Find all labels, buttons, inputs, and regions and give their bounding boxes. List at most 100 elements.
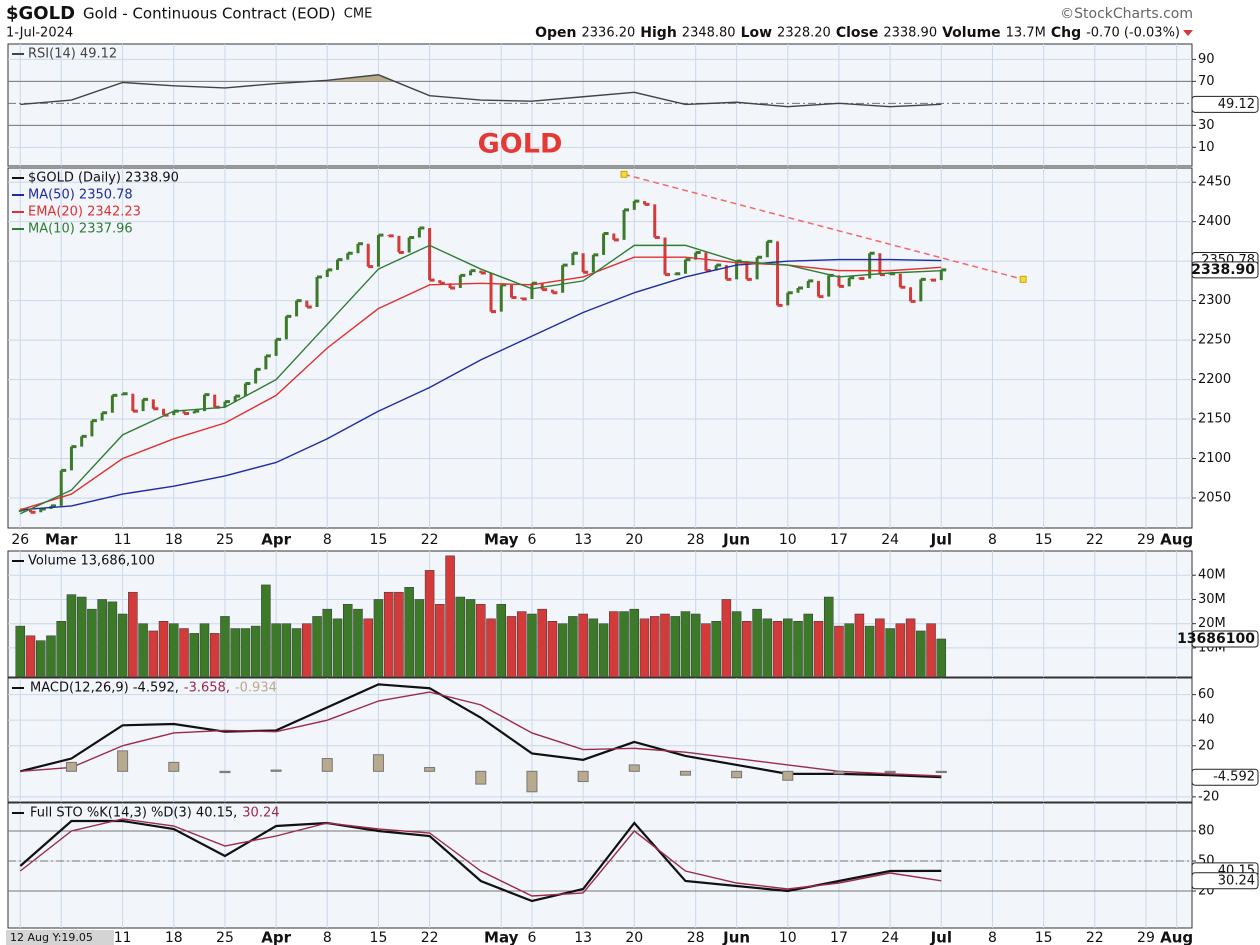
volume-bar bbox=[916, 630, 926, 677]
x-tick-label: 15 bbox=[1035, 532, 1053, 548]
price-bar bbox=[898, 273, 906, 289]
volume-bar bbox=[220, 616, 230, 677]
value-tag-label: 30.24 bbox=[1218, 873, 1255, 888]
volume-bar bbox=[527, 613, 537, 677]
volume-bar bbox=[404, 587, 414, 677]
price-bar bbox=[847, 276, 855, 287]
x-tick-label: Jun bbox=[722, 929, 750, 945]
volume-bar bbox=[711, 621, 721, 677]
volume-bar bbox=[885, 628, 895, 677]
volume-bar bbox=[240, 628, 251, 677]
price-bar bbox=[550, 289, 558, 295]
series-line bbox=[20, 258, 942, 511]
volume-bar bbox=[496, 604, 506, 677]
price-bar bbox=[110, 393, 118, 413]
price-bar bbox=[39, 507, 46, 513]
histogram-bar bbox=[679, 770, 691, 776]
x-tick-label: 28 bbox=[687, 532, 705, 548]
volume-bar bbox=[803, 613, 813, 677]
quote-label: Volume bbox=[942, 25, 1001, 41]
volume-bar bbox=[588, 618, 599, 677]
price-bar bbox=[581, 253, 589, 274]
quote-value: 2328.20 bbox=[777, 26, 831, 41]
histogram-bar bbox=[168, 761, 180, 772]
volume-bar bbox=[35, 640, 46, 677]
quote-value: 2338.90 bbox=[883, 26, 937, 41]
volume-bar bbox=[373, 599, 384, 677]
x-tick-label: 25 bbox=[216, 930, 234, 945]
volume-bar bbox=[721, 599, 732, 677]
x-tick-label: 15 bbox=[370, 532, 388, 548]
plot-area bbox=[18, 170, 1027, 515]
volume-bar bbox=[312, 616, 322, 677]
price-bar bbox=[683, 258, 691, 274]
volume-bar bbox=[66, 594, 77, 677]
volume-bar bbox=[230, 628, 240, 677]
plot-area bbox=[20, 74, 942, 108]
y-tick-label: 60 bbox=[1198, 687, 1215, 702]
price-bar bbox=[653, 204, 660, 239]
quote-label: High bbox=[640, 25, 677, 41]
price-bar bbox=[520, 297, 527, 301]
volume-bar bbox=[926, 623, 936, 677]
value-tag bbox=[1191, 261, 1259, 279]
price-bar bbox=[939, 268, 947, 281]
price-bar bbox=[428, 228, 435, 282]
price-bar bbox=[336, 258, 343, 270]
volume-bar bbox=[97, 599, 107, 677]
x-tick-label: Apr bbox=[261, 929, 291, 945]
x-tick-label: 17 bbox=[830, 532, 848, 548]
panel-background bbox=[7, 43, 1193, 167]
volume-bar bbox=[772, 621, 783, 677]
price-bar bbox=[438, 280, 445, 285]
volume-bar bbox=[291, 628, 302, 677]
volume-bar bbox=[875, 618, 885, 677]
cursor-readout: 12 Aug Y:19.05 bbox=[10, 931, 93, 944]
x-tick-label: 20 bbox=[625, 532, 643, 548]
series-line bbox=[19, 244, 942, 515]
histogram-bar bbox=[628, 764, 640, 772]
volume-bar bbox=[864, 625, 875, 677]
volume-bar bbox=[547, 621, 558, 677]
volume-bar bbox=[598, 623, 609, 677]
price-bar bbox=[591, 253, 599, 273]
price-bar bbox=[90, 419, 97, 437]
price-bar bbox=[366, 243, 374, 269]
volume-bar bbox=[895, 623, 906, 677]
volume-bar bbox=[762, 618, 773, 677]
volume-bar bbox=[383, 591, 394, 677]
volume-bar bbox=[158, 621, 169, 677]
volume-bar bbox=[435, 604, 445, 677]
histogram-bar bbox=[526, 770, 538, 793]
y-tick-label: -20 bbox=[1198, 789, 1219, 804]
date: 1-Jul-2024 bbox=[6, 26, 73, 41]
histogram-bar bbox=[782, 770, 794, 781]
value-tag bbox=[1191, 630, 1259, 648]
x-tick-label: 15 bbox=[1035, 930, 1053, 945]
x-tick-label: 22 bbox=[421, 532, 439, 548]
volume-bar bbox=[557, 623, 568, 677]
price-bar bbox=[509, 284, 517, 299]
volume-bar bbox=[506, 616, 517, 677]
legend-label: Full STO %K(14,3) %D(3) 40.15, bbox=[30, 806, 237, 821]
panel-background bbox=[7, 677, 1193, 803]
volume-bar bbox=[25, 635, 36, 677]
price-bar bbox=[325, 268, 333, 277]
volume-bar bbox=[322, 608, 333, 677]
volume-bar bbox=[76, 596, 87, 677]
x-tick-label: 28 bbox=[687, 930, 705, 945]
price-bar bbox=[673, 272, 681, 276]
y-tick-label: 10 bbox=[1198, 140, 1215, 155]
legend-label: $GOLD (Daily) 2338.90 bbox=[28, 171, 179, 186]
y-tick-label: 2300 bbox=[1198, 293, 1231, 308]
y-tick-label: 2100 bbox=[1198, 451, 1231, 466]
price-bar bbox=[643, 201, 650, 206]
instrument-name: Gold - Continuous Contract (EOD) bbox=[83, 5, 336, 23]
price-bar bbox=[796, 286, 804, 293]
panel: -20 20 40 60 MACD(12,26,9) -4.592, -3.658, -0.… bbox=[7, 677, 1259, 804]
panel-background bbox=[7, 167, 1193, 529]
price-bar bbox=[489, 273, 497, 314]
